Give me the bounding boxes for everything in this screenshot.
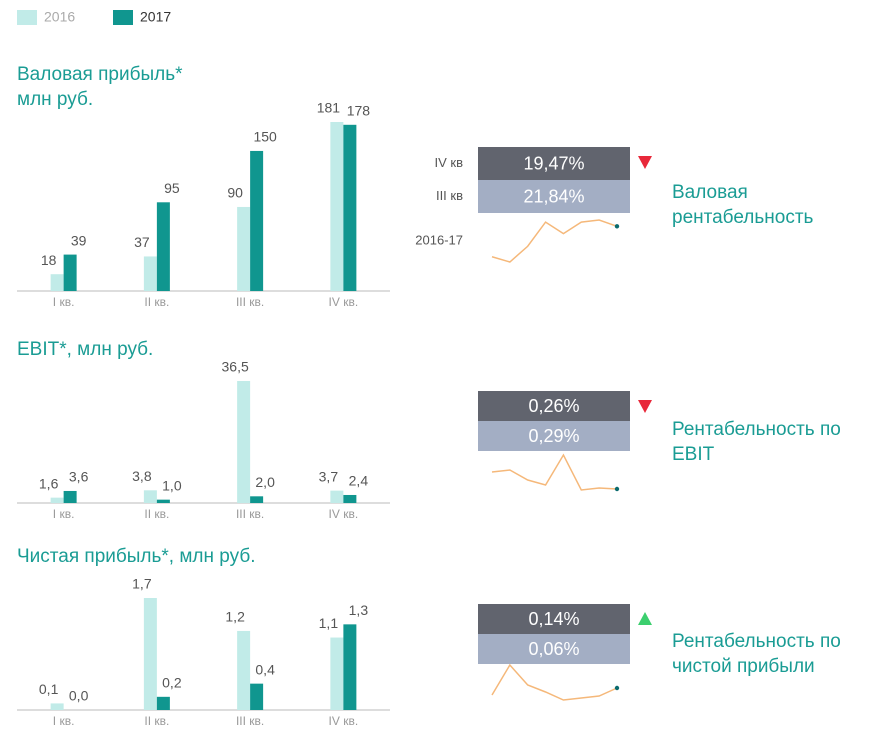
value-label: 2,0 bbox=[255, 474, 275, 490]
sparkline bbox=[491, 219, 618, 263]
kpi-caption: чистой прибыли bbox=[672, 656, 815, 677]
x-tick-label: II кв. bbox=[144, 714, 169, 728]
value-label: 36,5 bbox=[222, 359, 249, 375]
bar bbox=[50, 497, 64, 503]
bar bbox=[330, 490, 344, 503]
bar bbox=[237, 630, 251, 710]
value-label: 0,4 bbox=[255, 661, 275, 677]
bar bbox=[63, 254, 77, 291]
value-label: 18 bbox=[41, 252, 57, 268]
kpi-caption: рентабельность bbox=[672, 207, 814, 228]
x-tick-label: IV кв. bbox=[329, 295, 359, 309]
bar bbox=[237, 381, 251, 503]
value-label: 1,0 bbox=[162, 477, 182, 493]
x-tick-label: III кв. bbox=[236, 714, 264, 728]
kpi-current: 19,47% bbox=[523, 153, 584, 173]
value-label: 0,2 bbox=[162, 675, 182, 691]
bar bbox=[143, 490, 157, 503]
bar bbox=[143, 598, 157, 710]
kpi-previous: 0,29% bbox=[528, 426, 579, 446]
bar bbox=[50, 274, 64, 291]
kpi-caption: EBIT bbox=[672, 444, 715, 465]
kpi-previous-label: III кв bbox=[436, 188, 463, 203]
bar bbox=[156, 202, 170, 291]
value-label: 1,2 bbox=[225, 609, 245, 625]
bar bbox=[343, 124, 357, 291]
kpi-current: 0,14% bbox=[528, 609, 579, 629]
value-label: 3,8 bbox=[132, 468, 152, 484]
value-label: 178 bbox=[347, 103, 371, 119]
value-label: 1,7 bbox=[132, 576, 152, 592]
x-tick-label: II кв. bbox=[144, 507, 169, 521]
value-label: 2,4 bbox=[349, 473, 369, 489]
kpi-current-box bbox=[478, 391, 630, 421]
kpi-previous-box bbox=[478, 180, 630, 213]
legend-label: 2016 bbox=[44, 9, 75, 25]
kpi-current: 0,26% bbox=[528, 396, 579, 416]
kpi-current-label: IV кв bbox=[435, 155, 464, 170]
value-label: 90 bbox=[227, 185, 243, 201]
chart-title: млн руб. bbox=[17, 89, 93, 110]
chart-title: EBIT*, млн руб. bbox=[17, 339, 153, 360]
value-label: 1,3 bbox=[349, 602, 369, 618]
bar bbox=[330, 637, 344, 710]
x-tick-label: I кв. bbox=[53, 295, 75, 309]
legend-swatch bbox=[113, 10, 133, 25]
kpi-caption: Рентабельность по bbox=[672, 631, 841, 652]
bar bbox=[330, 122, 344, 291]
value-label: 95 bbox=[164, 180, 180, 196]
value-label: 1,1 bbox=[319, 615, 339, 631]
sparkline-end-dot bbox=[614, 224, 620, 229]
x-tick-label: II кв. bbox=[144, 295, 169, 309]
chart-title: Валовая прибыль* bbox=[17, 64, 183, 85]
legend-label: 2017 bbox=[140, 9, 171, 25]
x-tick-label: III кв. bbox=[236, 295, 264, 309]
kpi-previous-box bbox=[478, 634, 630, 664]
value-label: 150 bbox=[253, 129, 277, 145]
bar bbox=[50, 703, 64, 710]
bar bbox=[250, 683, 264, 710]
chart-title: Чистая прибыль*, млн руб. bbox=[17, 546, 256, 567]
bar bbox=[156, 499, 170, 503]
x-tick-label: IV кв. bbox=[329, 507, 359, 521]
value-label: 37 bbox=[134, 234, 150, 250]
sparkline-end-dot bbox=[614, 685, 620, 691]
bar bbox=[143, 256, 157, 291]
bar bbox=[250, 150, 264, 291]
x-tick-label: IV кв. bbox=[329, 714, 359, 728]
x-tick-label: III кв. bbox=[236, 507, 264, 521]
bar bbox=[63, 490, 77, 503]
kpi-previous-box bbox=[478, 421, 630, 451]
value-label: 39 bbox=[71, 232, 87, 248]
trend-indicator bbox=[638, 156, 652, 169]
kpi-current-box bbox=[478, 147, 630, 180]
kpi-current-box bbox=[478, 604, 630, 634]
kpi-previous: 21,84% bbox=[523, 186, 584, 206]
bar bbox=[343, 494, 357, 503]
legend-swatch bbox=[17, 10, 37, 25]
value-label: 3,7 bbox=[319, 468, 339, 484]
value-label: 3,6 bbox=[69, 469, 89, 485]
bar bbox=[250, 496, 264, 503]
value-label: 181 bbox=[317, 100, 341, 116]
sparkline-end-dot bbox=[614, 486, 620, 492]
value-label: 1,6 bbox=[39, 475, 59, 491]
kpi-previous: 0,06% bbox=[528, 639, 579, 659]
kpi-caption: Валовая bbox=[672, 182, 748, 203]
x-tick-label: I кв. bbox=[53, 507, 75, 521]
sparkline bbox=[491, 663, 618, 701]
value-label: 0,0 bbox=[69, 688, 89, 704]
trend-indicator bbox=[638, 400, 652, 413]
bar bbox=[156, 696, 170, 710]
value-label: 0,1 bbox=[39, 681, 59, 697]
bar bbox=[343, 624, 357, 710]
sparkline-label: 2016-17 bbox=[415, 232, 463, 247]
kpi-caption: Рентабельность по bbox=[672, 419, 841, 440]
sparkline bbox=[491, 453, 618, 491]
trend-indicator bbox=[638, 612, 652, 625]
x-tick-label: I кв. bbox=[53, 714, 75, 728]
bar bbox=[237, 206, 251, 291]
